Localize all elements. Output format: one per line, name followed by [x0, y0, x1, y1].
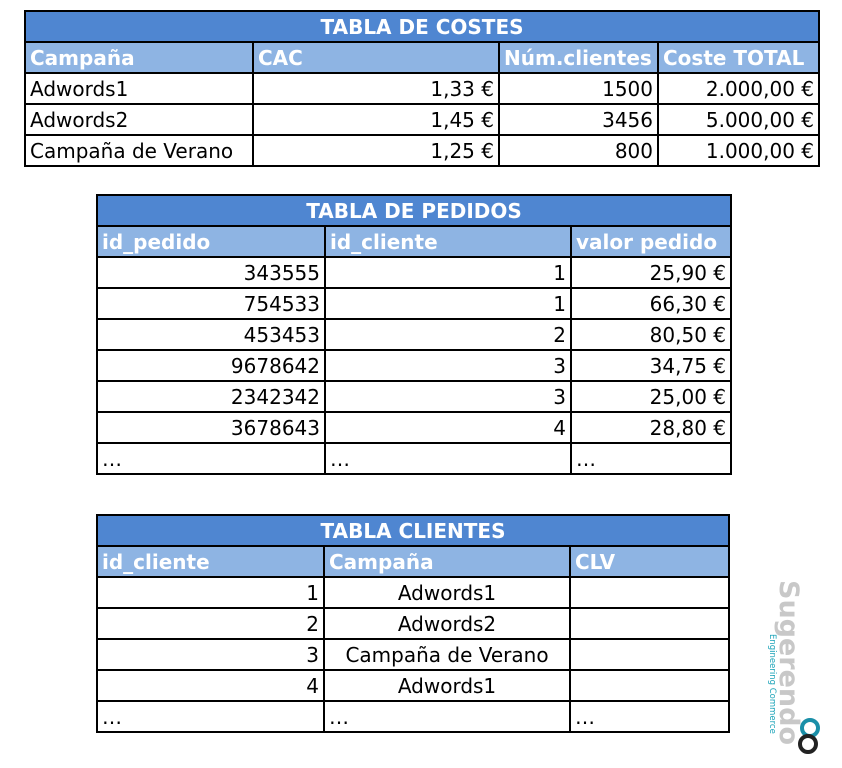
clientes-cell-campana: Adwords1	[323, 669, 571, 702]
sugerendo-logo: Sugerendo Engineering Commerce	[767, 580, 820, 754]
clientes-row: 3 Campaña de Verano	[96, 638, 731, 671]
clientes-title: TABLA CLIENTES	[95, 514, 731, 547]
pedidos-cell-valor: 28,80 €	[570, 411, 732, 444]
logo-tagline-text: Engineering Commerce	[767, 634, 777, 734]
pedidos-cell-id-pedido: 2342342	[96, 380, 326, 413]
pedidos-row: 343555 1 25,90 €	[96, 256, 732, 289]
clientes-row-ellipsis: … … …	[96, 700, 731, 733]
pedidos-row: 3678643 4 28,80 €	[96, 411, 732, 444]
pedidos-row: 453453 2 80,50 €	[96, 318, 732, 351]
clientes-row: 1 Adwords1	[96, 576, 731, 609]
costes-row: Campaña de Verano 1,25 € 800 1.000,00 €	[24, 134, 821, 167]
pedidos-cell-id-cliente: 1	[324, 256, 572, 289]
costes-cell-coste-total: 5.000,00 €	[656, 103, 821, 136]
clientes-cell-id-cliente: 1	[96, 576, 325, 609]
logo-name-text: Sugerendo	[773, 580, 804, 745]
costes-cell-num-clientes: 800	[498, 134, 659, 167]
clientes-cell-clv	[568, 576, 731, 609]
pedidos-row-ellipsis: … … …	[96, 442, 732, 475]
costes-row: Adwords1 1,33 € 1500 2.000,00 €	[24, 72, 821, 105]
pedidos-cell-valor: 25,90 €	[570, 256, 732, 289]
pedidos-cell-id-pedido: 453453	[96, 318, 326, 351]
costes-cell-num-clientes: 3456	[498, 103, 659, 136]
pedidos-cell-valor: 80,50 €	[570, 318, 732, 351]
costes-header-campana: Campaña	[24, 41, 254, 74]
logo-rings-icon	[798, 718, 820, 754]
clientes-cell-id-cliente: 2	[96, 607, 325, 640]
costes-title: TABLA DE COSTES	[23, 10, 821, 43]
costes-cell-cac: 1,45 €	[252, 103, 500, 136]
clientes-row: 4 Adwords1	[96, 669, 731, 702]
costes-cell-coste-total: 1.000,00 €	[656, 134, 821, 167]
pedidos-row: 2342342 3 25,00 €	[96, 380, 732, 413]
pedidos-row: 754533 1 66,30 €	[96, 287, 732, 320]
pedidos-table: TABLA DE PEDIDOS id_pedido id_cliente va…	[96, 194, 732, 475]
clientes-header-clv: CLV	[568, 545, 731, 578]
pedidos-cell-id-pedido: 343555	[96, 256, 326, 289]
clientes-cell-campana: Adwords1	[323, 576, 571, 609]
clientes-table: TABLA CLIENTES id_cliente Campaña CLV 1 …	[95, 514, 731, 733]
pedidos-cell-ellipsis: …	[96, 442, 326, 475]
pedidos-header-valor-pedido: valor pedido	[570, 225, 732, 258]
clientes-row: 2 Adwords2	[96, 607, 731, 640]
pedidos-cell-id-pedido: 3678643	[96, 411, 326, 444]
clientes-cell-campana: Adwords2	[323, 607, 571, 640]
clientes-cell-ellipsis: …	[323, 700, 571, 733]
costes-cell-campana: Adwords1	[24, 72, 254, 105]
clientes-cell-clv	[568, 669, 731, 702]
pedidos-header-id-pedido: id_pedido	[96, 225, 326, 258]
costes-cell-coste-total: 2.000,00 €	[656, 72, 821, 105]
pedidos-cell-valor: 34,75 €	[570, 349, 732, 382]
pedidos-cell-valor: 25,00 €	[570, 380, 732, 413]
pedidos-cell-id-pedido: 754533	[96, 287, 326, 320]
pedidos-cell-id-cliente: 4	[324, 411, 572, 444]
pedidos-cell-id-cliente: 1	[324, 287, 572, 320]
costes-header-num-clientes: Núm.clientes	[498, 41, 659, 74]
clientes-header-campana: Campaña	[323, 545, 571, 578]
pedidos-cell-valor: 66,30 €	[570, 287, 732, 320]
costes-cell-cac: 1,25 €	[252, 134, 500, 167]
costes-header-coste-total: Coste TOTAL	[656, 41, 821, 74]
pedidos-title: TABLA DE PEDIDOS	[96, 194, 732, 227]
pedidos-row: 9678642 3 34,75 €	[96, 349, 732, 382]
pedidos-cell-id-cliente: 2	[324, 318, 572, 351]
costes-table: TABLA DE COSTES Campaña CAC Núm.clientes…	[23, 10, 821, 167]
clientes-cell-ellipsis: …	[96, 700, 325, 733]
costes-header-cac: CAC	[252, 41, 500, 74]
costes-row: Adwords2 1,45 € 3456 5.000,00 €	[24, 103, 821, 136]
clientes-cell-clv	[568, 638, 731, 671]
pedidos-cell-ellipsis: …	[570, 442, 732, 475]
pedidos-header-id-cliente: id_cliente	[324, 225, 572, 258]
clientes-cell-clv	[568, 607, 731, 640]
clientes-cell-id-cliente: 3	[96, 638, 325, 671]
clientes-cell-campana: Campaña de Verano	[323, 638, 571, 671]
costes-cell-campana: Adwords2	[24, 103, 254, 136]
pedidos-cell-id-cliente: 3	[324, 380, 572, 413]
costes-cell-campana: Campaña de Verano	[24, 134, 254, 167]
pedidos-cell-id-pedido: 9678642	[96, 349, 326, 382]
costes-cell-num-clientes: 1500	[498, 72, 659, 105]
clientes-cell-ellipsis: …	[568, 700, 731, 733]
clientes-cell-id-cliente: 4	[96, 669, 325, 702]
pedidos-cell-ellipsis: …	[324, 442, 572, 475]
clientes-header-id-cliente: id_cliente	[96, 545, 325, 578]
costes-cell-cac: 1,33 €	[252, 72, 500, 105]
pedidos-cell-id-cliente: 3	[324, 349, 572, 382]
